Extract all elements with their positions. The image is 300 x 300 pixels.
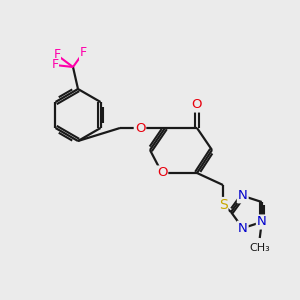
Text: F: F	[53, 49, 61, 62]
Text: N: N	[238, 189, 247, 202]
Text: CH₃: CH₃	[249, 243, 270, 253]
Text: S: S	[219, 198, 227, 212]
Text: N: N	[238, 222, 247, 235]
Text: O: O	[157, 167, 167, 179]
Text: F: F	[51, 58, 58, 71]
Text: F: F	[80, 46, 87, 59]
Text: O: O	[135, 122, 145, 134]
Text: N: N	[257, 215, 267, 229]
Text: O: O	[192, 98, 202, 112]
